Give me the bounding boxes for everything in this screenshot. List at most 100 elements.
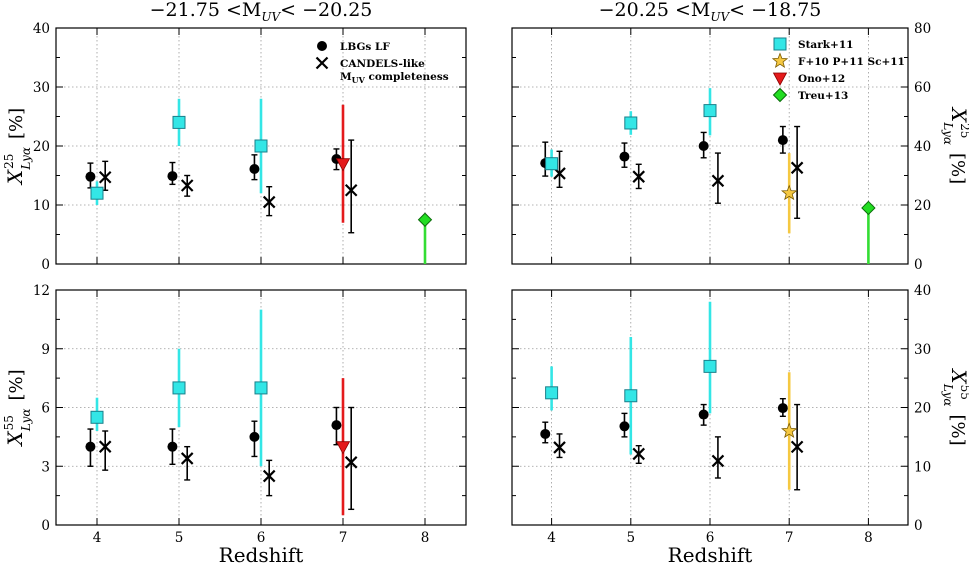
series-ono-12 — [335, 378, 351, 516]
x-tick-label: 7 — [339, 530, 348, 546]
series-stark-11 — [545, 88, 717, 177]
series-treu-13 — [417, 212, 433, 264]
x-axis-label: Redshift — [668, 543, 753, 566]
data-point-x — [711, 174, 725, 188]
x-tick-label: 8 — [421, 530, 430, 546]
y-tick-label: 12 — [33, 283, 50, 299]
legend-marker-square — [773, 37, 787, 51]
y-tick-label: 20 — [914, 198, 931, 214]
data-point-triangle-down — [335, 158, 351, 172]
data-point-circle — [777, 135, 788, 146]
y-axis-label: X55Lyα[%] — [941, 367, 969, 445]
y-tick-label: 0 — [41, 257, 50, 273]
y-tick-label: 3 — [41, 459, 50, 475]
data-point-square — [624, 389, 638, 403]
data-point-circle — [540, 428, 551, 439]
legend-label: MUV completeness — [340, 71, 449, 85]
data-point-x — [180, 452, 194, 465]
series-treu-13 — [861, 200, 876, 264]
data-point-x — [344, 456, 358, 469]
data-point-square — [254, 139, 268, 153]
data-point-x — [98, 170, 112, 184]
data-point-x — [632, 447, 645, 461]
panel-top-right: 0 20 40 60 80 X25Lyα[%] −20.25 <MUV< −18.75 Sta… — [511, 0, 969, 273]
data-point-circle — [167, 171, 178, 182]
y-tick-label: 0 — [914, 518, 923, 534]
series-candels-like-m-uv-completeness — [98, 406, 358, 511]
data-point-square — [545, 157, 559, 171]
data-point-x — [262, 469, 276, 483]
panel-title: −20.25 <MUV< −18.75 — [599, 0, 822, 24]
data-point-circle — [85, 171, 96, 182]
y-tick-label: 40 — [33, 21, 50, 37]
legend-label: F+10 P+11 Sc+11 — [798, 56, 905, 68]
data-point-x — [180, 179, 194, 192]
panel-title: −21.75 <MUV< −20.25 — [150, 0, 373, 24]
y-tick-label: 20 — [33, 139, 50, 155]
y-tick-label: 30 — [914, 342, 931, 358]
x-tick-label: 6 — [257, 530, 266, 546]
data-point-square — [172, 381, 186, 395]
series-stark-11 — [90, 98, 268, 205]
y-tick-label: 0 — [914, 257, 923, 273]
y-tick-label: 60 — [914, 80, 931, 96]
x-tick-label: 6 — [706, 530, 715, 546]
series-stark-11 — [90, 309, 268, 467]
data-point-circle — [167, 441, 178, 452]
legend-marker-circle — [317, 41, 327, 51]
legend-label: Ono+12 — [798, 73, 845, 85]
legend-marker-star — [771, 52, 789, 68]
data-point-circle — [249, 431, 260, 442]
data-point-square — [703, 359, 717, 373]
data-point-x — [790, 161, 804, 175]
legend-marker-triangle-down — [772, 72, 788, 86]
x-tick-label: 4 — [547, 530, 556, 546]
series-f-10-p-11-sc-11 — [781, 372, 798, 490]
data-point-x — [262, 195, 276, 209]
y-axis-label: X25Lyα[%] — [941, 106, 969, 184]
data-point-star — [781, 184, 798, 201]
data-point-circle — [85, 441, 96, 452]
legend-marker-x — [315, 56, 329, 70]
x-axis-label: Redshift — [219, 543, 304, 566]
data-point-square — [703, 104, 717, 118]
series-candels-like-m-uv-completeness — [553, 125, 804, 219]
data-point-circle — [698, 409, 709, 420]
legend-marker-diamond — [772, 87, 788, 103]
series-candels-like-m-uv-completeness — [553, 403, 804, 491]
data-point-square — [545, 386, 559, 400]
x-tick-label: 4 — [93, 530, 102, 546]
legend-label: Treu+13 — [798, 90, 848, 102]
data-point-square — [90, 410, 104, 424]
x-tick-label: 5 — [175, 530, 184, 546]
data-point-x — [790, 440, 804, 454]
data-point-x — [632, 170, 645, 183]
y-tick-label: 20 — [914, 401, 931, 417]
panel-bottom-left: 0 3 6 9 12 4 5 6 7 8 X55 Lyα[%] Redshift — [2, 283, 467, 566]
series-lbgs-lf — [85, 406, 342, 467]
y-tick-label: 80 — [914, 21, 931, 37]
y-tick-label: 10 — [914, 459, 931, 475]
data-point-star — [781, 422, 798, 438]
data-point-square — [254, 381, 268, 395]
legend-label: CANDELS-like — [340, 58, 425, 70]
data-point-x — [98, 440, 112, 453]
data-point-square — [624, 116, 638, 130]
legend-label: Stark+11 — [798, 39, 853, 51]
data-point-circle — [331, 420, 342, 431]
data-point-diamond — [417, 212, 433, 227]
series-lbgs-lf — [540, 397, 788, 444]
y-tick-label: 30 — [33, 80, 50, 96]
y-tick-label: 9 — [41, 342, 50, 358]
panel-bottom-right: 0 10 20 30 40 4 5 6 7 8 X55Lyα[%] Redshift — [511, 283, 969, 566]
data-point-x — [711, 454, 725, 468]
series-lbgs-lf — [540, 125, 788, 177]
series-f-10-p-11-sc-11 — [781, 153, 798, 234]
x-tick-label: 8 — [864, 530, 873, 546]
data-point-x — [344, 183, 358, 197]
data-point-circle — [249, 164, 260, 175]
data-point-circle — [777, 403, 788, 414]
series-stark-11 — [545, 301, 717, 455]
